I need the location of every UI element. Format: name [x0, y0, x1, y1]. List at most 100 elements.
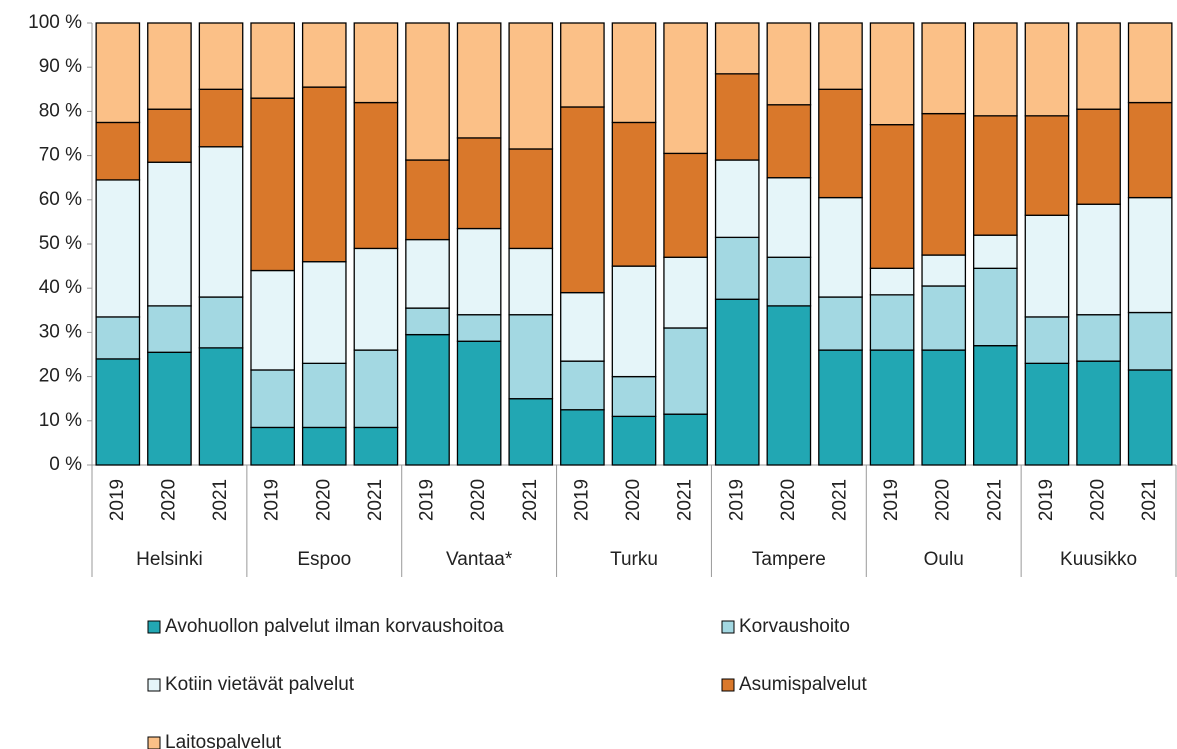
group-label: Espoo [297, 549, 351, 570]
y-tick-label: 60 % [39, 189, 82, 210]
y-tick-label: 40 % [39, 277, 82, 298]
bar-segment [301, 261, 347, 364]
bar-segment [1024, 22, 1070, 117]
bar-segment [973, 22, 1018, 117]
group-label: Tampere [752, 549, 826, 570]
bar-segment [301, 86, 347, 263]
bar-segment [714, 236, 760, 300]
bar-segment [921, 112, 967, 256]
bar-segment [250, 269, 295, 371]
legend-swatch [721, 678, 735, 692]
x-tick-label: 2021 [1139, 479, 1160, 521]
bar-segment [147, 305, 192, 353]
bar-segment [353, 101, 399, 250]
x-tick-label: 2019 [107, 479, 128, 521]
x-tick-label: 2021 [675, 479, 696, 521]
bar-segment [663, 256, 708, 329]
x-tick-label: 2021 [829, 479, 850, 521]
y-tick-label: 70 % [39, 145, 82, 166]
bar-segment [198, 296, 244, 349]
bar-segment [973, 234, 1018, 269]
bar-segment [405, 307, 450, 336]
bar-segment [921, 349, 967, 466]
x-tick-label: 2020 [468, 479, 489, 521]
bar-segment [611, 375, 657, 418]
bar-segment [869, 22, 915, 126]
bar-segment [869, 124, 915, 269]
legend-label: Asumispalvelut [739, 674, 867, 695]
bar-segment [766, 256, 812, 307]
bar-segment [95, 179, 141, 318]
y-tick-label: 20 % [39, 366, 82, 387]
bar-segment [456, 314, 502, 342]
legend-label: Avohuollon palvelut ilman korvaushoitoa [165, 616, 504, 637]
x-tick-label: 2020 [623, 479, 644, 521]
bar-segment [611, 265, 657, 378]
bar-segment [611, 22, 657, 124]
bar-segment [95, 22, 141, 124]
bar-segment [456, 340, 502, 466]
x-tick-label: 2020 [933, 479, 954, 521]
x-tick-label: 2019 [262, 479, 283, 521]
bar-segment [198, 146, 244, 298]
bar-segment [663, 22, 708, 155]
bar-segment [301, 22, 347, 88]
bar-segment [714, 73, 760, 161]
bar-segment [766, 177, 812, 258]
bar-segment [869, 349, 915, 466]
y-tick-label: 50 % [39, 233, 82, 254]
bar-segment [921, 22, 967, 115]
bar-segment [147, 351, 192, 466]
bar-segment [147, 161, 192, 307]
bar-segment [714, 298, 760, 466]
y-tick-label: 10 % [39, 410, 82, 431]
bar-segment [1024, 214, 1070, 318]
bar-segment [250, 22, 295, 99]
bar-segment [1127, 369, 1173, 466]
bar-segment [456, 137, 502, 230]
bar-segment [1076, 22, 1121, 110]
bar-segment [1127, 22, 1173, 104]
bar-segment [1024, 362, 1070, 466]
bar-segment [353, 247, 399, 351]
bar-segment [818, 196, 863, 298]
bar-segment [766, 305, 812, 466]
x-tick-label: 2019 [417, 479, 438, 521]
group-label: Kuusikko [1060, 549, 1137, 570]
bar-segment [508, 22, 554, 150]
bar-segment [611, 121, 657, 267]
bar-segment [250, 369, 295, 429]
bar-segment [714, 22, 760, 75]
bar-segment [405, 238, 450, 309]
bar-segment [560, 291, 605, 362]
bar-segment [456, 22, 502, 139]
bar-segment [1076, 108, 1121, 205]
legend-swatch [147, 620, 161, 634]
bar-segment [663, 152, 708, 258]
x-tick-label: 2021 [520, 479, 541, 521]
bar-segment [456, 227, 502, 316]
bar-segment [663, 413, 708, 466]
y-tick-label: 100 % [28, 12, 82, 33]
bar-segment [766, 104, 812, 179]
bar-segment [1024, 115, 1070, 216]
bar-segment [198, 347, 244, 466]
bar-segment [405, 159, 450, 241]
bar-segment [1127, 101, 1173, 199]
bar-segment [147, 22, 192, 110]
bar-segment [560, 106, 605, 294]
bar-segment [818, 22, 863, 90]
group-label: Oulu [924, 549, 964, 570]
x-tick-label: 2021 [984, 479, 1005, 521]
bar-segment [1076, 314, 1121, 362]
bar-segment [663, 327, 708, 415]
bar-segment [353, 349, 399, 429]
bar-segment [869, 267, 915, 296]
bar-segment [921, 254, 967, 287]
y-tick-label: 80 % [39, 100, 82, 121]
bar-segment [560, 360, 605, 411]
bar-segment [250, 97, 295, 272]
bar-segment [353, 426, 399, 466]
bar-segment [611, 415, 657, 466]
